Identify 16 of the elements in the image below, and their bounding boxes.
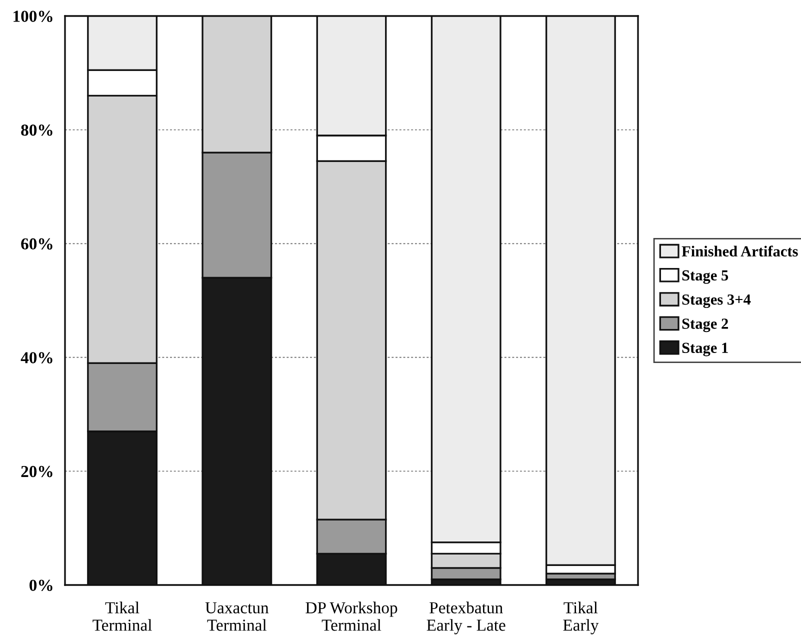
x-tick-label: Tikal Terminal <box>92 602 152 631</box>
x-tick-label: Petexbatun Early - Late <box>426 602 506 634</box>
y-tick-label: 100% <box>14 10 52 22</box>
x-tick-label: Uaxactun Terminal <box>205 602 269 631</box>
x-tick-label: DP Workshop Terminal <box>306 602 398 631</box>
legend-label: Stage 5 <box>682 270 728 284</box>
y-tick-label: 0% <box>30 580 52 591</box>
y-tick-label: 80% <box>21 124 52 136</box>
legend-label: Stage 2 <box>682 318 728 332</box>
legend-label: Finished Artifacts <box>682 246 798 257</box>
y-tick-label: 60% <box>21 238 52 250</box>
y-tick-label: 20% <box>21 466 52 478</box>
x-tick-label: Tikal Early <box>563 602 599 634</box>
y-tick-label: 40% <box>20 352 52 364</box>
legend-label: Stage 1 <box>682 342 728 356</box>
legend-label: Stages 3+4 <box>682 294 751 308</box>
